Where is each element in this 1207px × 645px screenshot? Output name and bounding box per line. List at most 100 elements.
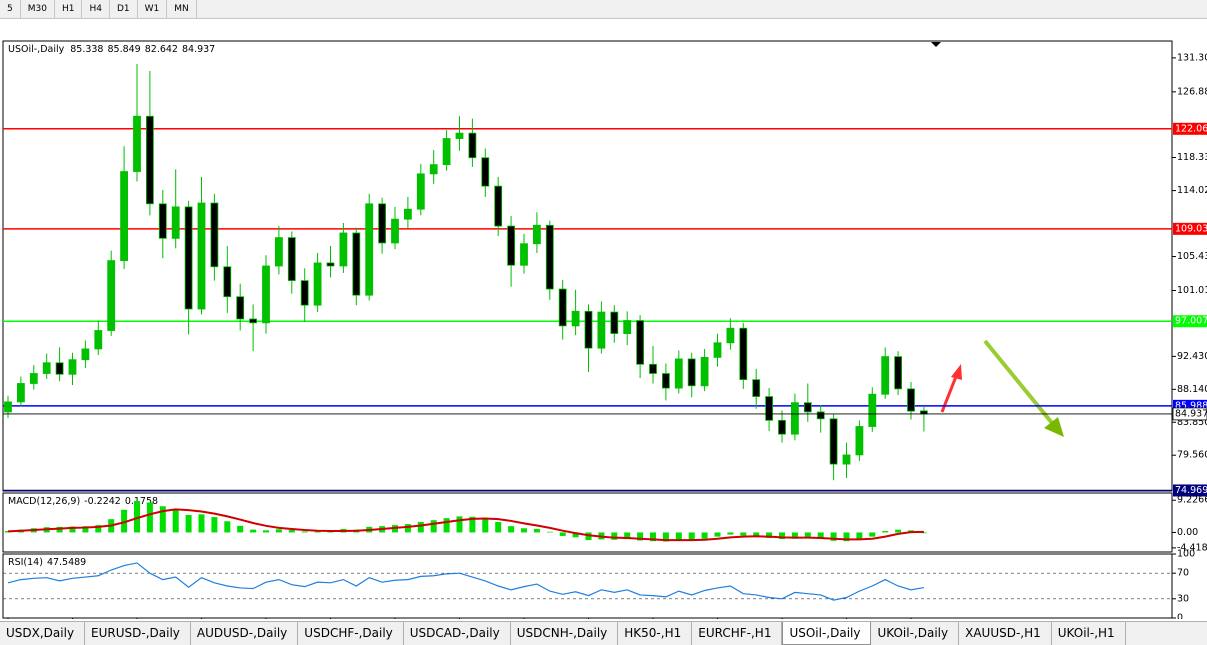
- candle-body: [739, 327, 748, 381]
- macd-bar: [211, 517, 218, 533]
- y-tick-label: 30: [1177, 593, 1189, 604]
- rsi-header: RSI(14) 47.5489: [8, 557, 86, 568]
- candle-body: [313, 262, 322, 306]
- y-tick-label: 105.430: [1177, 251, 1207, 262]
- timeframe-button[interactable]: 5: [0, 0, 21, 18]
- macd-bar: [766, 532, 773, 539]
- macd-bar: [675, 532, 682, 541]
- y-tick-label: 114.020: [1177, 185, 1207, 196]
- macd-bar: [817, 532, 824, 539]
- candle-body: [391, 218, 399, 244]
- chart-tab[interactable]: UKOil-,H1: [1052, 622, 1126, 645]
- candle-body: [339, 232, 348, 267]
- candle-body: [468, 132, 477, 159]
- macd-bar: [882, 531, 889, 533]
- chart-window: USOil-,Daily 85.338 85.849 82.642 84.937 MAC…: [0, 40, 1207, 619]
- macd-bar: [611, 532, 618, 540]
- candle-body: [778, 419, 786, 435]
- candle-body: [145, 115, 154, 205]
- candle-body: [558, 288, 567, 327]
- symbol-label: USOil-,Daily: [8, 44, 65, 55]
- macd-bar: [443, 518, 450, 533]
- chart-tab[interactable]: XAUUSD-,H1: [959, 622, 1052, 645]
- candle-body: [120, 171, 128, 262]
- macd-bar: [753, 532, 760, 537]
- chart-tab[interactable]: HK50-,H1: [618, 622, 693, 645]
- macd-bar: [417, 521, 424, 533]
- candle-body: [133, 115, 141, 172]
- candle-body: [674, 358, 683, 389]
- candle-body: [210, 202, 219, 268]
- macd-bar: [69, 526, 76, 533]
- macd-bar: [430, 520, 437, 533]
- macd-bar: [843, 532, 850, 542]
- candle-body: [365, 203, 374, 296]
- macd-bar: [521, 528, 527, 533]
- macd-bar: [134, 501, 140, 533]
- macd-bar: [701, 532, 708, 539]
- arrow-head: [951, 364, 962, 380]
- candle-body: [442, 138, 451, 166]
- macd-bar: [469, 516, 476, 533]
- timeframe-button[interactable]: MN: [167, 0, 197, 18]
- macd-bar: [314, 531, 321, 533]
- candle-body: [881, 356, 890, 395]
- chart-header: USOil-,Daily 85.338 85.849 82.642 84.937: [8, 44, 215, 55]
- chart-tab[interactable]: EURCHF-,H1: [692, 622, 783, 645]
- macd-bar: [288, 530, 295, 533]
- chart-tab[interactable]: UKOil-,Daily: [871, 622, 960, 645]
- candle-body: [68, 359, 77, 375]
- chart-tab[interactable]: USDCHF-,Daily: [298, 622, 404, 645]
- signal-value: 0.1758: [125, 496, 158, 507]
- candle-body: [171, 206, 180, 239]
- candle-body: [481, 157, 490, 187]
- candle-body: [274, 237, 283, 267]
- macd-bar: [456, 516, 463, 533]
- timeframe-button[interactable]: H4: [82, 0, 110, 18]
- current-price-box: [1172, 407, 1207, 421]
- chart-tab[interactable]: USDX,Daily: [0, 622, 86, 645]
- y-tick-label: 100: [1177, 549, 1195, 560]
- candle-body: [597, 311, 606, 349]
- macd-bar: [714, 532, 721, 537]
- candle-body: [726, 327, 735, 344]
- macd-bar: [740, 532, 747, 536]
- current-price-label: 84.937: [1175, 408, 1207, 419]
- macd-label: MACD(12,26,9): [8, 496, 80, 507]
- macd-bar: [546, 531, 553, 533]
- y-tick-label: 131.300: [1177, 52, 1207, 63]
- macd-bar: [82, 526, 89, 533]
- macd-bar: [5, 531, 11, 533]
- macd-value: -0.2242: [84, 496, 121, 507]
- candle-body: [300, 280, 309, 306]
- macd-bar: [585, 532, 592, 541]
- candle-body: [94, 330, 103, 350]
- candle-body: [520, 243, 528, 266]
- macd-bar: [637, 532, 644, 541]
- rsi-label: RSI(14): [8, 557, 43, 568]
- macd-bar: [804, 532, 811, 539]
- chart-tab[interactable]: EURUSD-,Daily: [85, 622, 191, 645]
- chart-tabs: USDX,Daily EURUSD-,Daily AUDUSD-,Daily USDC…: [0, 621, 1207, 645]
- candle-body: [352, 232, 361, 296]
- candle-body: [571, 310, 580, 327]
- candle-body: [158, 203, 167, 239]
- macd-bar: [533, 528, 540, 533]
- signal-line: [7, 508, 924, 542]
- timeframe-button[interactable]: W1: [138, 0, 168, 18]
- chart-tab[interactable]: AUDUSD-,Daily: [191, 622, 299, 645]
- macd-bar: [275, 529, 282, 533]
- chart-tab[interactable]: USOil-,Daily: [782, 622, 872, 645]
- timeframe-button[interactable]: H1: [55, 0, 83, 18]
- candle-body: [429, 164, 438, 175]
- macd-bar: [791, 532, 798, 539]
- chart-tab[interactable]: USDCAD-,Daily: [404, 622, 511, 645]
- timeframe-button[interactable]: D1: [110, 0, 138, 18]
- timeframe-button[interactable]: M30: [21, 0, 55, 18]
- candle-body: [700, 356, 709, 387]
- candle-body: [81, 348, 90, 361]
- chart-tab[interactable]: USDCNH-,Daily: [511, 622, 619, 645]
- candle-body: [791, 402, 799, 435]
- candle-body: [184, 206, 193, 310]
- macd-bar: [508, 526, 515, 533]
